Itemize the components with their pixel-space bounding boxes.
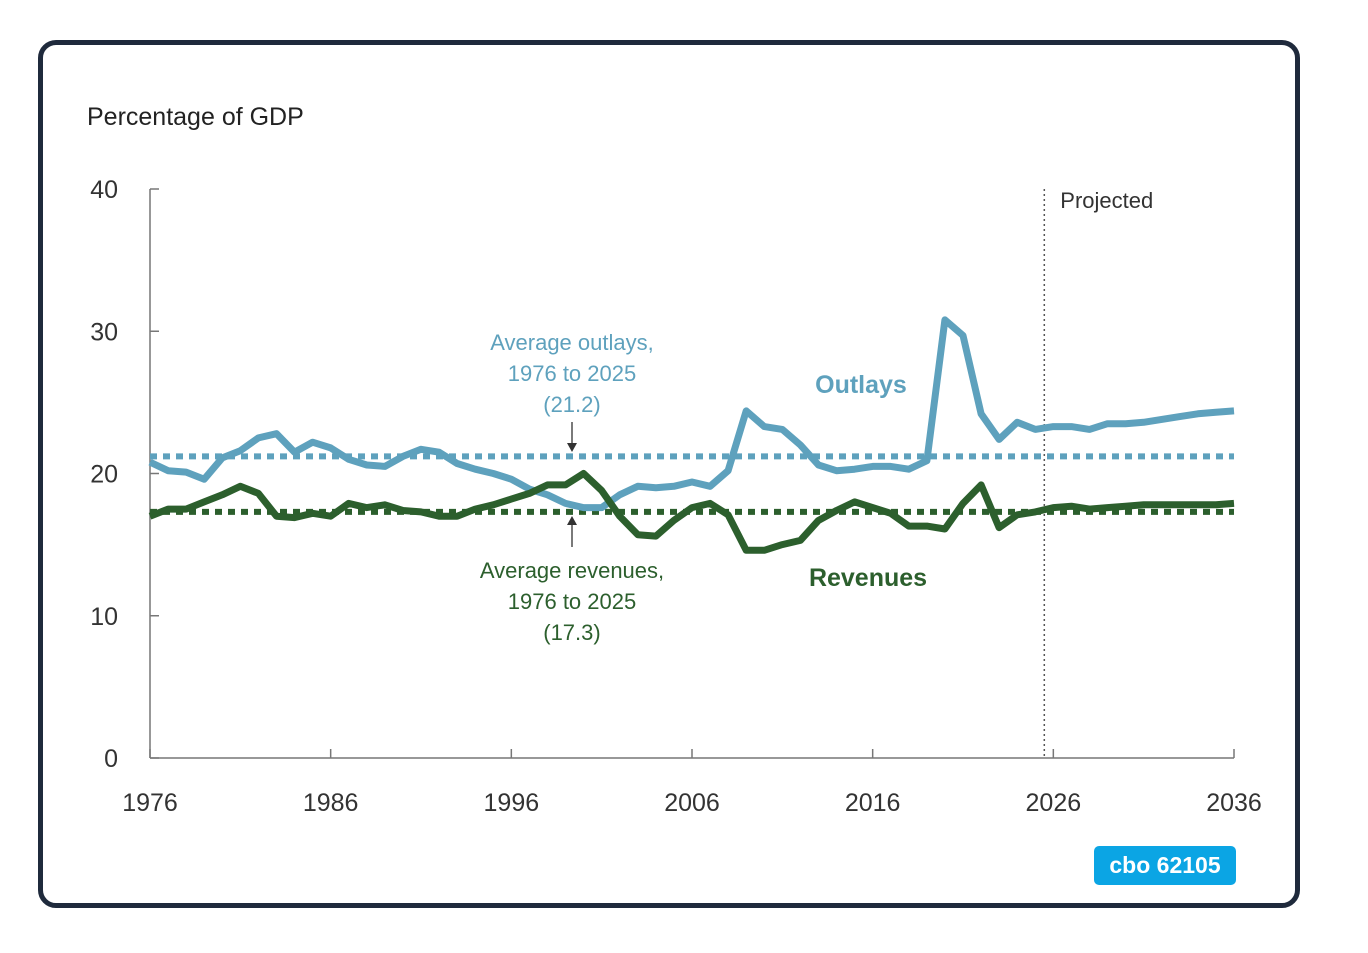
x-tick-label: 2016 [845, 789, 901, 817]
y-tick-label: 30 [90, 318, 118, 346]
y-tick-label: 40 [90, 176, 118, 204]
chart-frame [38, 40, 1300, 908]
series-label: Outlays [815, 371, 907, 399]
y-tick-label: 10 [90, 603, 118, 631]
x-tick-label: 2036 [1206, 789, 1262, 817]
x-tick-label: 1976 [122, 789, 178, 817]
x-tick-label: 2006 [664, 789, 720, 817]
x-tick-label: 1996 [484, 789, 540, 817]
chart-id-badge: cbo 62105 [1094, 846, 1236, 885]
y-tick-label: 20 [90, 461, 118, 489]
average-label: Average outlays, [490, 330, 653, 355]
average-label: 1976 to 2025 [508, 589, 636, 614]
arrowhead-icon [567, 516, 577, 525]
y-axis-label: Percentage of GDP [87, 103, 304, 131]
projected-label: Projected [1060, 188, 1153, 213]
x-tick-label: 1986 [303, 789, 359, 817]
average-label: (17.3) [543, 620, 600, 645]
x-tick-label: 2026 [1026, 789, 1082, 817]
average-label: (21.2) [543, 392, 600, 417]
y-tick-label: 0 [104, 745, 118, 773]
average-label: 1976 to 2025 [508, 361, 636, 386]
arrowhead-icon [567, 443, 577, 452]
series-line-outlays [148, 316, 1235, 512]
series-label: Revenues [809, 564, 927, 592]
average-label: Average revenues, [480, 558, 664, 583]
